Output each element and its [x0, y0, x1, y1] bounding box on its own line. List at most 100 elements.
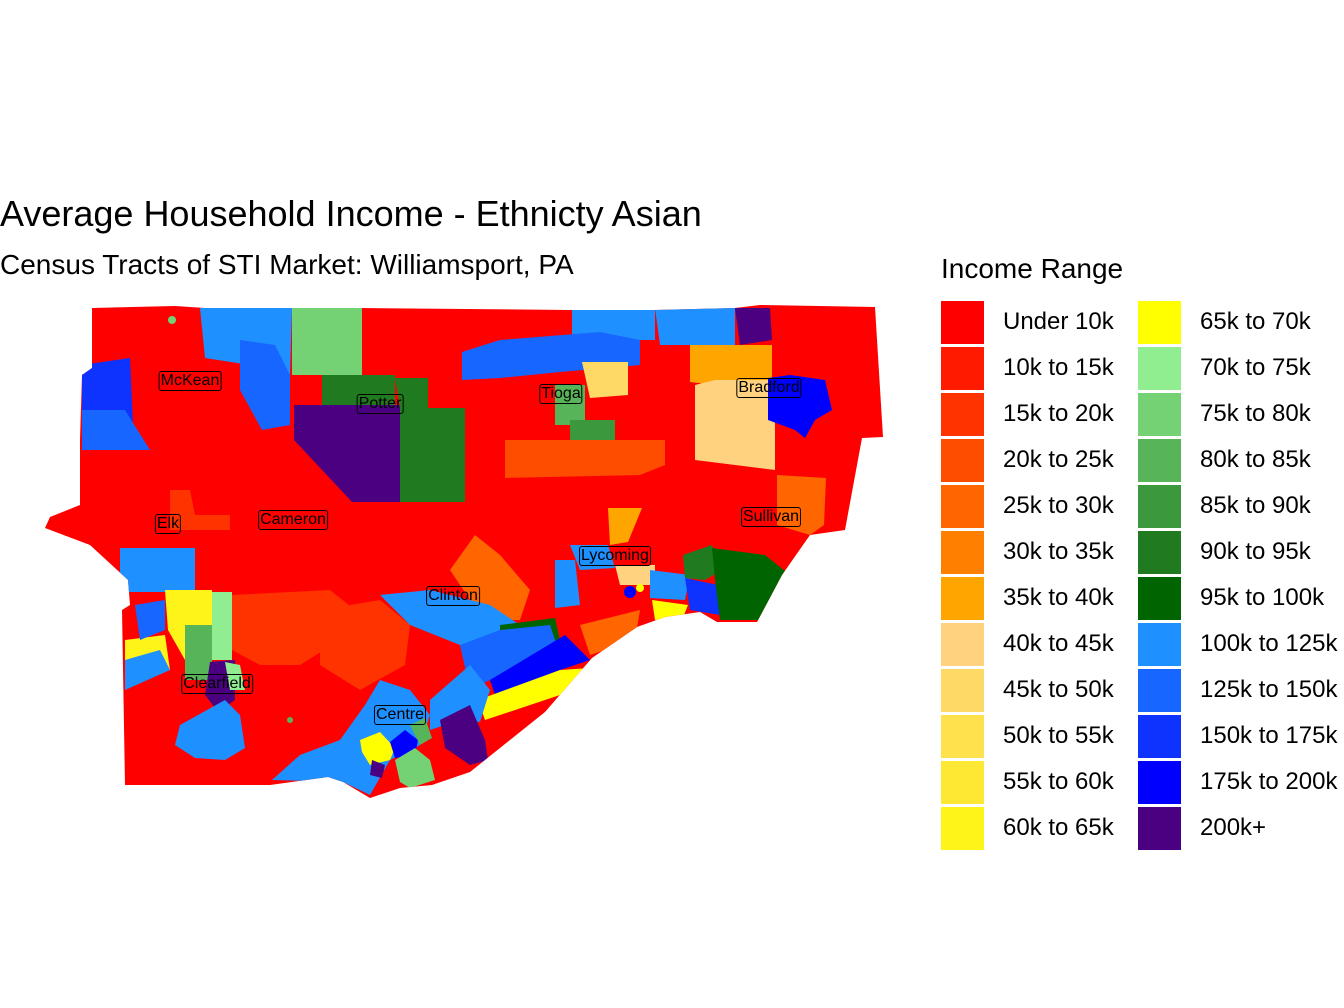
legend-swatch: [941, 577, 984, 620]
county-label-centre: Centre: [373, 705, 427, 725]
legend-label: 150k to 175k: [1200, 722, 1338, 749]
legend-label: 60k to 65k: [1003, 814, 1114, 841]
legend-swatch: [941, 669, 984, 712]
tract: [185, 625, 212, 680]
legend-swatch: [941, 623, 984, 666]
tract: [636, 584, 644, 592]
tract: [650, 570, 690, 600]
legend-label: 75k to 80k: [1200, 400, 1311, 427]
legend: Under 10k 10k to 15k 15k to 20k 20k to 25k 2…: [941, 301, 1344, 851]
legend-swatch: [1138, 623, 1181, 666]
legend-label: 20k to 25k: [1003, 446, 1114, 473]
tract: [624, 586, 636, 598]
legend-label: 25k to 30k: [1003, 492, 1114, 519]
legend-swatch: [1138, 439, 1181, 482]
legend-swatch: [1138, 761, 1181, 804]
tract: [395, 378, 465, 502]
tract: [608, 508, 642, 545]
tract: [777, 475, 826, 535]
tract: [490, 635, 590, 695]
legend-swatch: [1138, 301, 1181, 344]
legend-label: 55k to 60k: [1003, 768, 1114, 795]
legend-label: 200k+: [1200, 814, 1267, 841]
tract: [175, 700, 245, 760]
tract: [168, 316, 176, 324]
tract: [125, 650, 170, 690]
legend-swatch: [1138, 485, 1181, 528]
tract-polygons: [45, 305, 883, 798]
tract: [322, 375, 395, 405]
tract: [370, 760, 385, 778]
legend-label: 80k to 85k: [1200, 446, 1311, 473]
legend-label: 40k to 45k: [1003, 630, 1114, 657]
legend-swatch: [1138, 393, 1181, 436]
tract: [380, 590, 520, 645]
tract: [430, 665, 490, 730]
tract: [395, 748, 435, 788]
tract: [655, 308, 735, 345]
legend-swatch: [941, 807, 984, 850]
legend-label: Under 10k: [1003, 308, 1114, 335]
county-label-lycoming: Lycoming: [579, 546, 651, 566]
tract: [615, 565, 655, 585]
legend-title: Income Range: [941, 253, 1124, 284]
tract: [450, 535, 530, 620]
tract: [580, 610, 640, 655]
legend-swatch: [941, 715, 984, 758]
legend-label: 65k to 70k: [1200, 308, 1311, 335]
map-subtitle: Census Tracts of STI Market: Williamspor…: [0, 249, 574, 280]
county-label-clearfield: Clearfield: [181, 674, 253, 694]
county-label-sullivan: Sullivan: [740, 507, 802, 527]
map-title: Average Household Income - Ethnicty Asia…: [0, 193, 702, 234]
tract: [240, 340, 290, 430]
county-label-mckean: McKean: [158, 371, 222, 391]
legend-swatch: [1138, 807, 1181, 850]
legend-swatch: [941, 301, 984, 344]
legend-label: 95k to 100k: [1200, 584, 1325, 611]
tract: [294, 405, 400, 502]
tract: [292, 308, 362, 375]
legend-swatch: [1138, 577, 1181, 620]
legend-label: 10k to 15k: [1003, 354, 1114, 381]
tract: [555, 385, 585, 425]
tract: [683, 545, 722, 580]
legend-swatch: [941, 439, 984, 482]
legend-swatch: [1138, 669, 1181, 712]
tract: [768, 375, 832, 438]
legend-swatch: [941, 393, 984, 436]
tract: [460, 625, 560, 690]
legend-swatch: [941, 485, 984, 528]
tract: [320, 600, 410, 690]
tract: [440, 705, 488, 765]
tract: [695, 380, 775, 470]
tract: [287, 717, 293, 723]
tract: [685, 578, 720, 615]
tract: [735, 308, 772, 345]
tract: [690, 345, 772, 385]
legend-label: 15k to 20k: [1003, 400, 1114, 427]
legend-swatch: [1138, 531, 1181, 574]
legend-swatch: [941, 347, 984, 390]
tract: [555, 560, 580, 608]
legend-swatch: [941, 761, 984, 804]
tract: [570, 420, 615, 442]
legend-label: 70k to 75k: [1200, 354, 1311, 381]
county-label-potter: Potter: [356, 394, 404, 414]
legend-label: 85k to 90k: [1200, 492, 1311, 519]
tract: [272, 680, 430, 795]
tract: [82, 410, 150, 450]
tract: [225, 662, 245, 690]
county-label-elk: Elk: [154, 514, 182, 534]
tract: [212, 592, 232, 660]
legend-label: 35k to 40k: [1003, 584, 1114, 611]
tract: [582, 362, 628, 398]
tract: [572, 308, 655, 340]
legend-swatch: [941, 531, 984, 574]
legend-label: 30k to 35k: [1003, 538, 1114, 565]
tract: [360, 732, 395, 765]
legend-label: 125k to 150k: [1200, 676, 1338, 703]
county-label-cameron: Cameron: [258, 510, 328, 530]
legend-label: 100k to 125k: [1200, 630, 1338, 657]
legend-swatch: [1138, 715, 1181, 758]
